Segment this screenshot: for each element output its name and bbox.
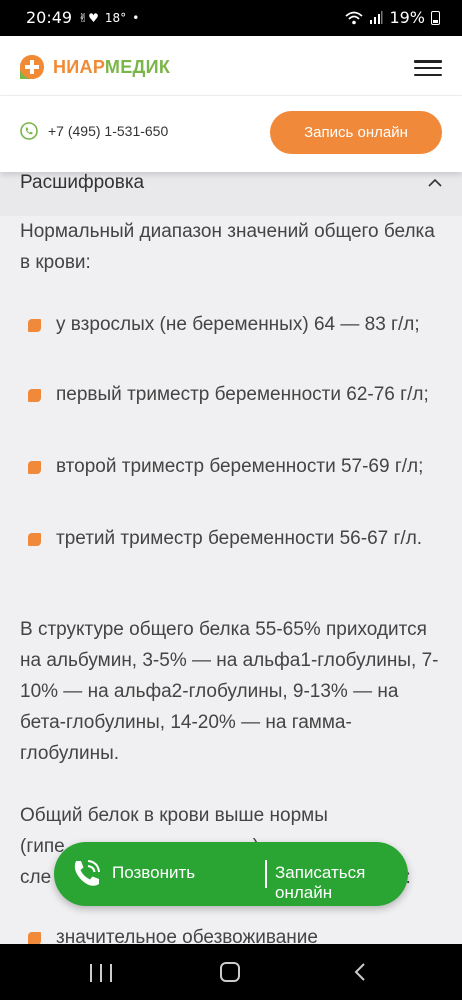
list-item-text: третий триместр беременности 56-67 г/л. [56,528,423,549]
phone-number: +7 (495) 1-531-650 [48,123,169,139]
elevated-line2-start: (гипе [20,836,65,857]
logo-text: НИАРМЕДИК [53,57,170,78]
list-item-text: у взрослых (не беременных) 64 — 83 г/л; [56,314,420,335]
status-temperature: 18° [104,10,127,25]
intro-paragraph: Нормальный диапазон значений общего белк… [20,221,435,273]
battery-percent: 19% [389,8,425,27]
list-item-text: второй триместр беременности 57-69 г/л; [56,456,424,477]
battery-icon [431,10,440,25]
status-bar: 20:49 ✌♥ 18° • 19% [0,0,462,36]
system-nav-bar [0,944,462,1000]
logo-text-part1: НИАР [53,56,105,77]
book-online-cta-button[interactable]: Записаться онлайн [275,863,366,902]
wifi-icon [345,11,364,24]
menu-icon[interactable] [414,60,442,76]
home-icon[interactable] [220,962,240,982]
status-right: 19% [345,8,440,27]
status-left: 20:49 ✌♥ 18° • [26,8,139,27]
bullet-icon [28,533,41,546]
structure-paragraph: В структуре общего белка 55-65% приходит… [20,619,439,764]
status-time: 20:49 [26,8,73,27]
call-button[interactable]: Позвонить [112,863,196,882]
elevated-paragraph-line1: Общий белок в крови выше нормы [20,805,328,826]
signal-icon [370,10,383,24]
phone-call-icon[interactable] [68,856,104,892]
cta-divider [265,860,267,888]
recent-apps-icon[interactable] [90,964,112,982]
bullet-icon [28,932,41,945]
elevated-line3-start: сле [20,867,52,888]
list-item-text: значительное обезвоживание [56,927,318,948]
notification-icons: ✌♥ [78,10,99,25]
chevron-up-icon[interactable] [428,176,442,190]
list-item-text: первый триместр беременности 62-76 г/л; [56,384,429,405]
status-dot-icon: • [132,10,140,25]
site-header: НИАРМЕДИК [0,36,462,96]
logo[interactable]: НИАРМЕДИК [19,54,170,80]
accordion-title: Расшифровка [20,172,145,193]
bullet-icon [28,389,41,402]
contact-bar: +7 (495) 1-531-650 Запись онлайн [0,96,462,172]
bullet-icon [28,461,41,474]
bullet-icon [28,319,41,332]
logo-text-part2: МЕДИК [104,56,171,77]
phone-icon [20,122,38,140]
phone-link[interactable]: +7 (495) 1-531-650 [20,122,168,140]
back-icon[interactable] [352,962,368,982]
floating-cta: Позвонить Записаться онлайн [54,842,408,906]
accordion-header[interactable]: Расшифровка [0,172,462,216]
book-online-button[interactable]: Запись онлайн [270,111,442,154]
logo-cross-icon [20,55,44,79]
